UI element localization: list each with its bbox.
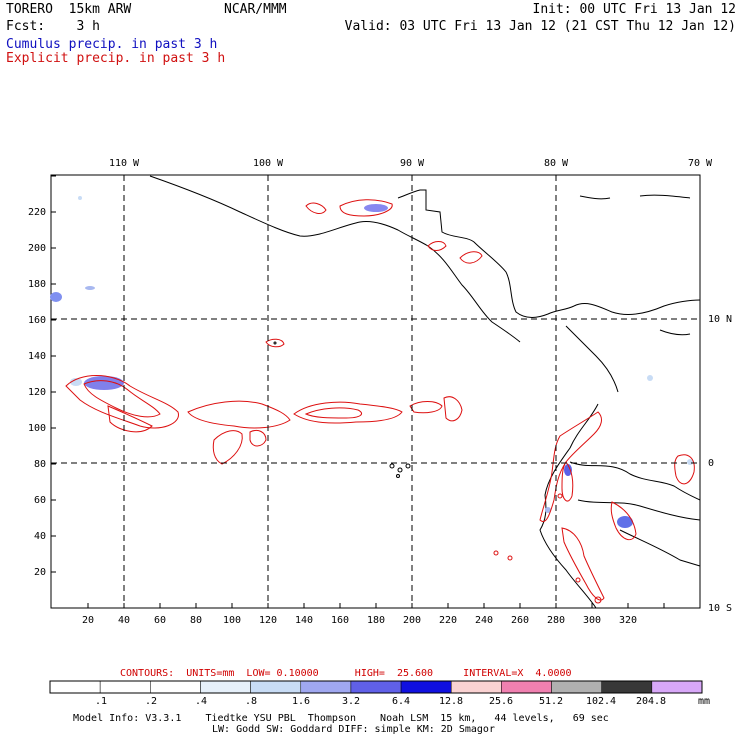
colorbar-label: 1.6 <box>291 696 311 707</box>
right-lat-labels: 10 N 0 10 S <box>708 314 732 614</box>
x-tick-label: 280 <box>547 615 565 626</box>
x-tick-labels: 20 40 60 80 100 120 140 160 180 200 220 … <box>82 615 637 626</box>
colorbar <box>49 680 703 694</box>
colorbar-segment <box>400 680 452 694</box>
lon-label: 70 W <box>688 158 713 169</box>
valid-time: Valid: 03 UTC Fri 13 Jan 12 (21 CST Thu … <box>344 19 736 34</box>
colorbar-label: 25.6 <box>488 696 514 707</box>
colorbar-label: 6.4 <box>391 696 411 707</box>
colorbar-label: 204.8 <box>635 696 667 707</box>
init-time: Init: 00 UTC Fri 13 Jan 12 <box>532 2 737 17</box>
y-tick-label: 80 <box>34 459 46 470</box>
colorbar-segment <box>551 680 602 694</box>
x-tick-label: 40 <box>118 615 130 626</box>
lon-label: 80 W <box>544 158 569 169</box>
top-lon-labels: 110 W 100 W 90 W 80 W 70 W <box>109 158 713 169</box>
y-tick-label: 160 <box>28 315 46 326</box>
x-tick-label: 300 <box>583 615 601 626</box>
colorbar-segment <box>450 680 502 694</box>
colorbar-label: 3.2 <box>341 696 361 707</box>
coastlines <box>149 175 701 609</box>
colorbar-label: .4 <box>194 696 208 707</box>
colorbar-label: .1 <box>94 696 108 707</box>
colorbar-segment <box>651 680 703 694</box>
x-tick-label: 120 <box>259 615 277 626</box>
cumulus-precip-areas <box>50 196 693 528</box>
x-tick-label: 60 <box>154 615 166 626</box>
model-info-line-1: Model Info: V3.3.1 Tiedtke YSU PBL Thomp… <box>73 713 609 724</box>
x-tick-label: 220 <box>439 615 457 626</box>
x-tick-label: 80 <box>190 615 202 626</box>
colorbar-label: 12.8 <box>438 696 464 707</box>
y-tick-label: 20 <box>34 567 46 578</box>
colorbar-segment <box>49 680 101 694</box>
colorbar-label: 102.4 <box>585 696 617 707</box>
y-tick-label: 200 <box>28 243 46 254</box>
x-tick-label: 20 <box>82 615 94 626</box>
colorbar-segment <box>501 680 552 694</box>
colorbar-segment <box>150 680 201 694</box>
x-tick-label: 240 <box>475 615 493 626</box>
x-tick-label: 100 <box>223 615 241 626</box>
lat-label: 10 S <box>708 603 732 614</box>
organization-label: NCAR/MMM <box>224 2 287 17</box>
colorbar-label: .2 <box>144 696 158 707</box>
lat-label: 10 N <box>708 314 732 325</box>
forecast-hour: Fcst: 3 h <box>6 19 100 34</box>
x-axis-ticks <box>87 603 665 608</box>
model-title: TORERO 15km ARW <box>6 2 132 17</box>
x-tick-label: 140 <box>295 615 313 626</box>
legend-explicit-precip: Explicit precip. in past 3 h <box>6 51 226 66</box>
map-frame <box>50 174 701 609</box>
lon-label: 110 W <box>109 158 140 169</box>
y-tick-label: 180 <box>28 279 46 290</box>
x-tick-label: 160 <box>331 615 349 626</box>
x-tick-label: 200 <box>403 615 421 626</box>
contour-info: CONTOURS: UNITS=mm LOW= 0.10000 HIGH= 25… <box>120 668 572 679</box>
colorbar-segment <box>300 680 352 694</box>
colorbar-segment <box>601 680 653 694</box>
lat-label: 0 <box>708 458 714 469</box>
colorbar-segment <box>350 680 402 694</box>
x-tick-label: 180 <box>367 615 385 626</box>
lon-label: 90 W <box>400 158 425 169</box>
x-tick-label: 320 <box>619 615 637 626</box>
legend-cumulus-precip: Cumulus precip. in past 3 h <box>6 37 218 52</box>
y-axis-ticks <box>51 175 56 573</box>
y-tick-label: 100 <box>28 423 46 434</box>
colorbar-label: .8 <box>244 696 258 707</box>
y-tick-label: 120 <box>28 387 46 398</box>
colorbar-segment <box>200 680 251 694</box>
colorbar-segment <box>99 680 151 694</box>
colorbar-frame <box>49 680 703 694</box>
y-tick-label: 60 <box>34 495 46 506</box>
y-tick-label: 220 <box>28 207 46 218</box>
y-tick-labels: 20 40 60 80 100 120 140 160 180 200 220 <box>28 207 46 578</box>
colorbar-segment <box>250 680 302 694</box>
y-tick-label: 40 <box>34 531 46 542</box>
model-info-line-2: LW: Godd SW: Goddard DIFF: simple KM: 2D… <box>212 724 495 735</box>
colorbar-unit: mm <box>697 696 711 707</box>
latlon-grid <box>51 175 700 608</box>
y-tick-label: 140 <box>28 351 46 362</box>
explicit-precip-contours <box>65 199 695 604</box>
lon-label: 100 W <box>253 158 284 169</box>
colorbar-label: 51.2 <box>538 696 564 707</box>
x-tick-label: 260 <box>511 615 529 626</box>
